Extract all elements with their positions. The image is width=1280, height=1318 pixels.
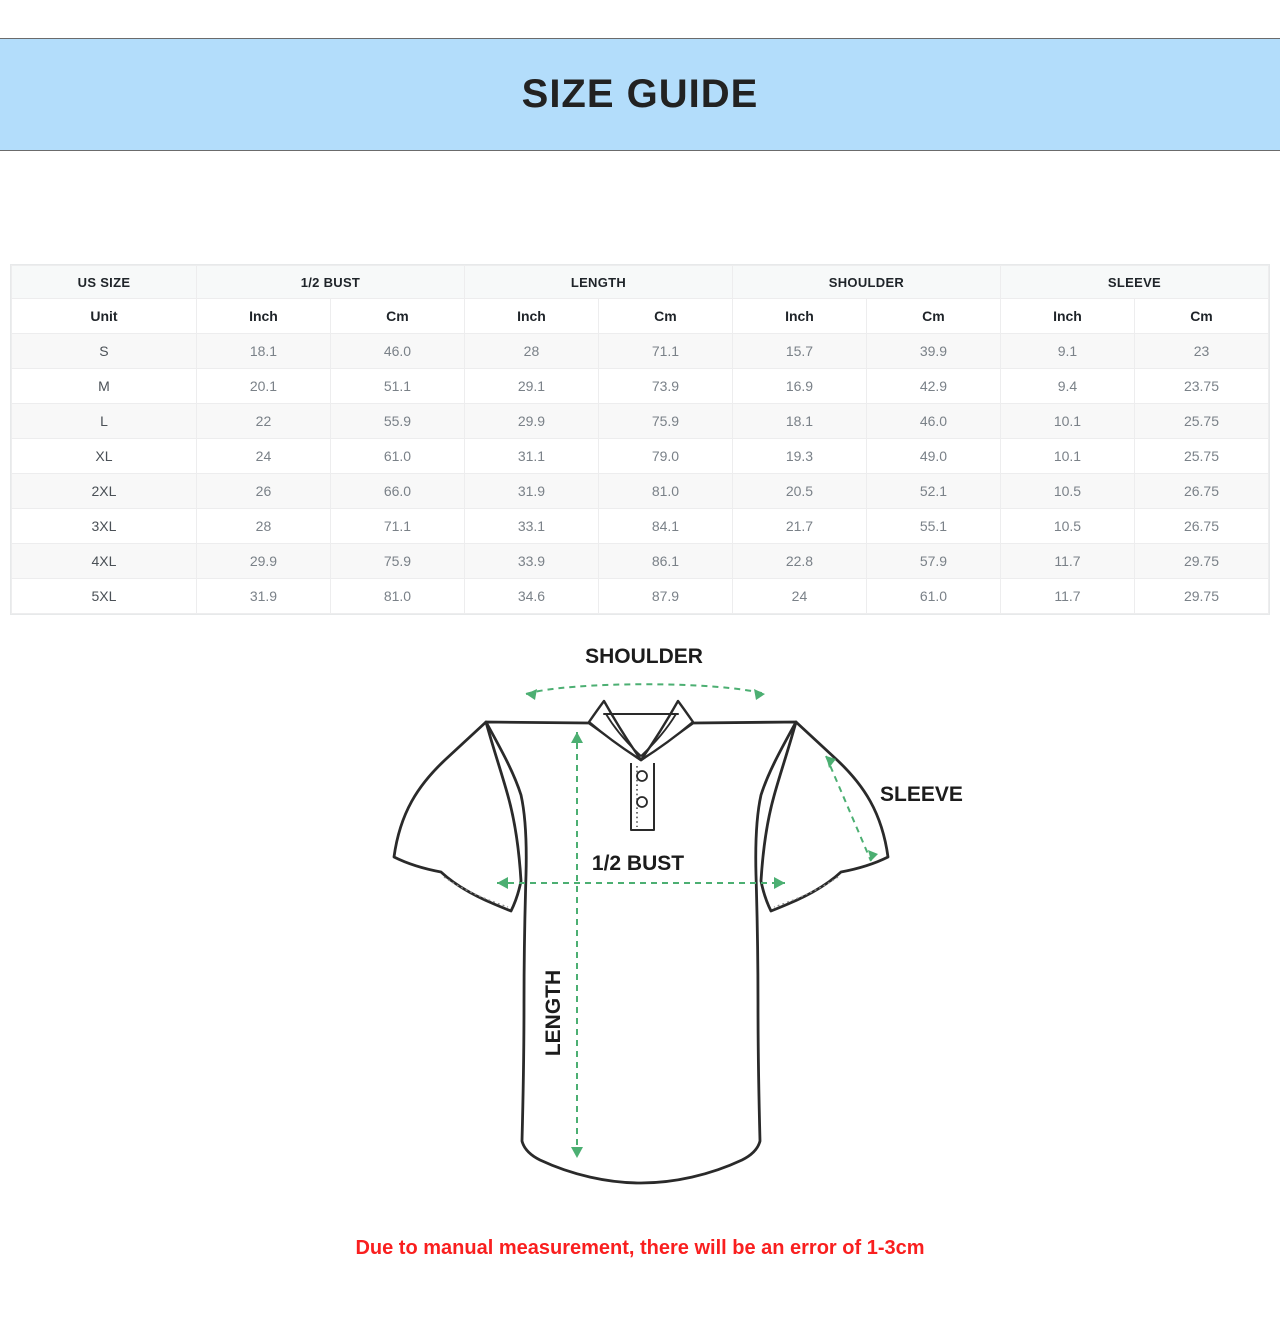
svg-text:SHOULDER: SHOULDER: [585, 645, 703, 668]
svg-text:LENGTH: LENGTH: [542, 970, 565, 1056]
svg-text:SLEEVE: SLEEVE: [880, 783, 963, 806]
svg-text:1/2 BUST: 1/2 BUST: [592, 852, 684, 875]
